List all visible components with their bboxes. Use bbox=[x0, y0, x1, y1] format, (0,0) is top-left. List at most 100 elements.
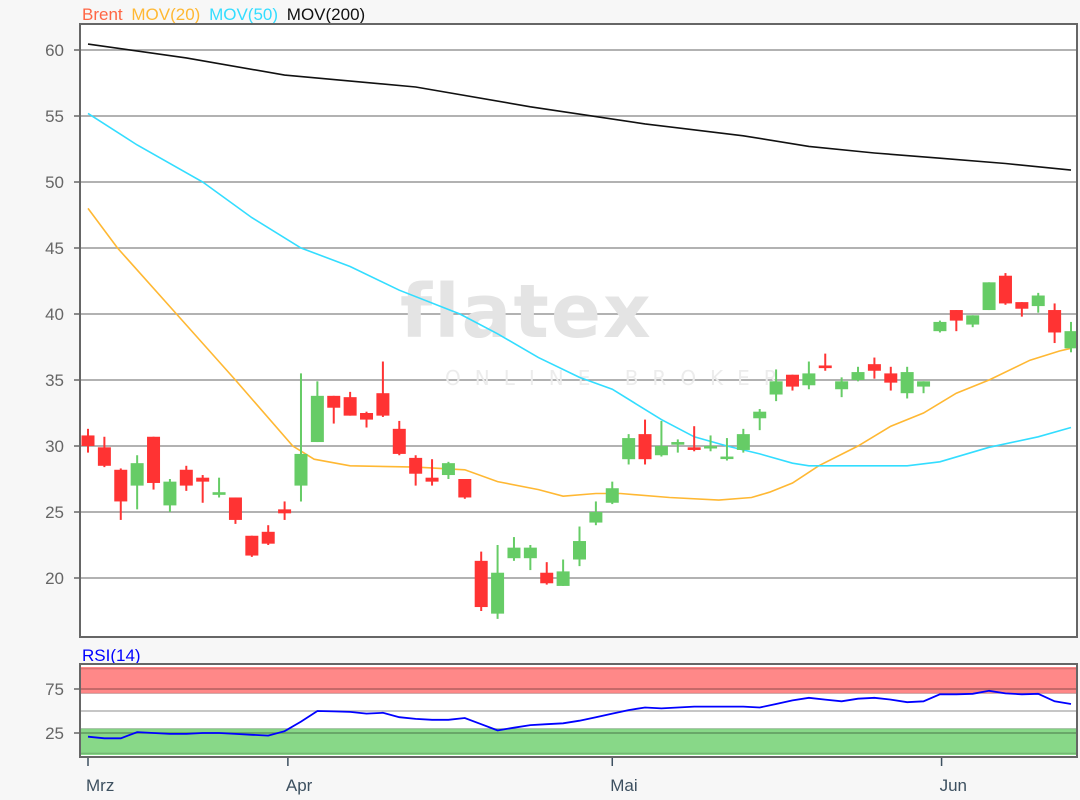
candle bbox=[933, 320, 947, 333]
candle bbox=[753, 409, 767, 431]
candle bbox=[704, 435, 718, 452]
y-tick-label: 25 bbox=[45, 503, 64, 522]
mov50-line bbox=[87, 112, 1072, 467]
candle-body bbox=[1064, 331, 1078, 349]
candle-body bbox=[933, 321, 947, 332]
candle bbox=[654, 420, 668, 457]
overbought-band bbox=[80, 667, 1077, 694]
candle bbox=[327, 395, 341, 424]
mov200-line bbox=[87, 43, 1072, 171]
candle-body bbox=[507, 547, 521, 559]
candle bbox=[163, 479, 177, 512]
candle-body bbox=[491, 572, 505, 614]
candle-body bbox=[278, 509, 292, 514]
rsi-line bbox=[87, 689, 1072, 740]
candle bbox=[671, 439, 685, 453]
candle-body bbox=[163, 481, 177, 506]
y-tick-label: 55 bbox=[45, 107, 64, 126]
candle bbox=[97, 436, 111, 468]
price-gridlines bbox=[80, 49, 1077, 579]
candle bbox=[622, 434, 636, 465]
candle bbox=[556, 559, 570, 586]
y-tick-label: 50 bbox=[45, 173, 64, 192]
candle bbox=[638, 419, 652, 465]
legend-mov50: MOV(50) bbox=[209, 5, 278, 24]
legend-brent: Brent bbox=[82, 5, 123, 24]
rsi-y-tick-label: 75 bbox=[45, 680, 64, 699]
candle bbox=[441, 461, 455, 479]
candle-body bbox=[851, 372, 865, 380]
candle-body bbox=[605, 488, 619, 503]
x-tick-label: Mrz bbox=[86, 776, 114, 795]
x-tick-label: Mai bbox=[610, 776, 637, 795]
candle-body bbox=[196, 477, 210, 482]
candle bbox=[867, 357, 881, 379]
rsi-line-group bbox=[87, 689, 1072, 740]
candle bbox=[900, 366, 914, 399]
candle bbox=[720, 438, 734, 461]
candle bbox=[392, 420, 406, 456]
candle bbox=[998, 273, 1012, 305]
rsi-gridlines bbox=[80, 688, 1077, 734]
candle-body bbox=[441, 463, 455, 476]
candle bbox=[212, 477, 226, 498]
candlesticks bbox=[81, 273, 1078, 619]
candle bbox=[81, 428, 95, 453]
candle-body bbox=[720, 456, 734, 460]
candle-body bbox=[376, 393, 390, 416]
candle-body bbox=[392, 428, 406, 454]
candle-body bbox=[327, 395, 341, 408]
candle-body bbox=[884, 373, 898, 383]
candle bbox=[540, 562, 554, 585]
rsi-y-tick-label: 25 bbox=[45, 724, 64, 743]
candle-body bbox=[982, 282, 996, 311]
candle bbox=[245, 535, 259, 557]
candle-body bbox=[998, 275, 1012, 304]
candle bbox=[114, 468, 128, 520]
candle-body bbox=[147, 436, 161, 483]
candle bbox=[884, 366, 898, 391]
x-axis: Mrz Apr Mai Jun bbox=[86, 758, 967, 795]
candle-body bbox=[425, 477, 439, 482]
candle-body bbox=[949, 310, 963, 321]
candle bbox=[917, 381, 931, 394]
y-tick-label: 20 bbox=[45, 569, 64, 588]
candle bbox=[949, 310, 963, 332]
candle-body bbox=[409, 457, 423, 474]
candle bbox=[507, 537, 521, 561]
candle-body bbox=[1031, 295, 1045, 307]
candle-body bbox=[261, 531, 275, 544]
candle-body bbox=[802, 373, 816, 386]
candle bbox=[589, 501, 603, 526]
candle-body bbox=[704, 446, 718, 449]
y-tick-label: 40 bbox=[45, 305, 64, 324]
candle-body bbox=[966, 315, 980, 325]
candle bbox=[523, 545, 537, 571]
candle bbox=[179, 465, 193, 491]
candle bbox=[343, 391, 357, 416]
candle bbox=[1048, 303, 1062, 344]
candle-body bbox=[458, 479, 472, 498]
candle-body bbox=[573, 541, 586, 560]
candle bbox=[278, 501, 292, 520]
x-tick-label: Jun bbox=[940, 776, 967, 795]
candle bbox=[1015, 302, 1029, 317]
candle-body bbox=[638, 434, 652, 460]
legend-mov200: MOV(200) bbox=[287, 5, 365, 24]
candle-body bbox=[523, 547, 537, 559]
candle-body bbox=[228, 497, 242, 520]
candle bbox=[573, 526, 586, 567]
candle bbox=[1031, 292, 1045, 313]
candle-body bbox=[245, 535, 259, 556]
candle bbox=[966, 315, 980, 328]
candle bbox=[736, 428, 750, 453]
candle bbox=[605, 481, 619, 505]
legend-rsi: RSI(14) bbox=[82, 646, 141, 665]
candle-body bbox=[474, 560, 488, 608]
candle bbox=[1064, 321, 1078, 353]
candle bbox=[835, 377, 849, 398]
candle-body bbox=[835, 381, 849, 390]
rsi-y-axis: 25 75 bbox=[45, 680, 80, 743]
candle bbox=[376, 361, 390, 417]
